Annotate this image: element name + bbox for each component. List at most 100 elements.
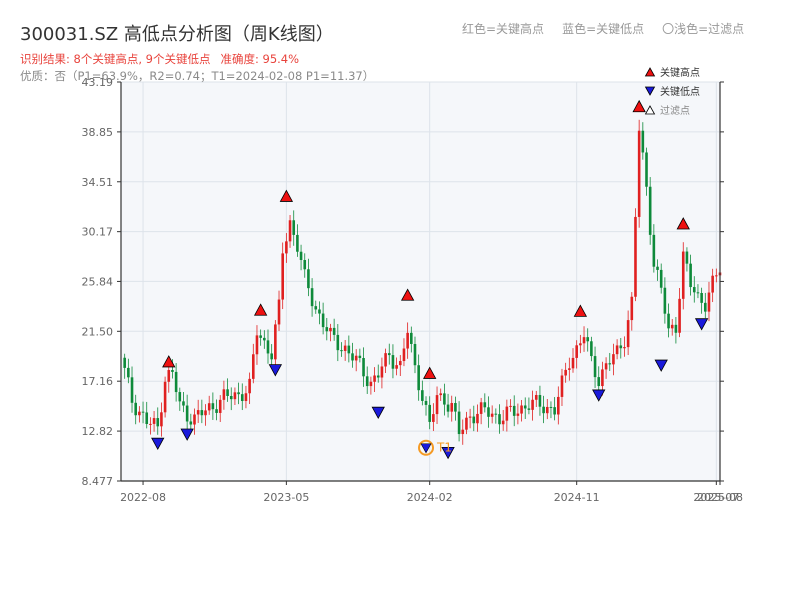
candle-body bbox=[623, 347, 626, 349]
candle-body bbox=[593, 356, 597, 378]
candle-body bbox=[292, 220, 296, 235]
candle-body bbox=[167, 370, 171, 382]
candle-body bbox=[299, 251, 303, 261]
candle-body bbox=[130, 377, 134, 403]
candle-body bbox=[571, 357, 575, 369]
candle-body bbox=[608, 363, 612, 365]
candle-body bbox=[424, 400, 428, 405]
candle-body bbox=[329, 327, 332, 332]
candle-body bbox=[579, 343, 582, 346]
candle-body bbox=[152, 418, 156, 424]
axes: 8.477 12.82 17.16 21.50 25.84 30.17 34.51 38.85… bbox=[82, 76, 743, 504]
candle-body bbox=[670, 324, 674, 329]
y-tick-label: 8.477 bbox=[82, 475, 114, 488]
candle-body bbox=[564, 369, 567, 376]
y-tick-label: 17.16 bbox=[82, 375, 114, 388]
candle-body bbox=[285, 241, 288, 254]
key-low-marker bbox=[371, 406, 385, 420]
candle-body bbox=[468, 416, 472, 418]
candle-body bbox=[406, 332, 409, 349]
key-low-marker bbox=[268, 364, 283, 377]
candle-body bbox=[354, 355, 358, 361]
candle-body bbox=[465, 417, 468, 430]
candle-body bbox=[479, 402, 483, 414]
candle-body bbox=[321, 313, 325, 328]
y-tick-label: 34.51 bbox=[82, 176, 114, 189]
candle-body bbox=[413, 343, 417, 366]
candle-body bbox=[222, 389, 226, 400]
candle-body bbox=[189, 421, 193, 425]
candle-body bbox=[516, 413, 520, 416]
candle-body bbox=[240, 394, 244, 402]
candle-body bbox=[553, 407, 556, 415]
candle-body bbox=[428, 404, 431, 422]
candle-body bbox=[630, 296, 634, 321]
candle-body bbox=[149, 423, 152, 425]
x-tick-label: 2022-08 bbox=[120, 491, 166, 504]
candle-body bbox=[229, 395, 233, 400]
key-high-marker bbox=[423, 366, 437, 379]
candle-body bbox=[373, 375, 376, 382]
candle-body bbox=[505, 406, 509, 421]
candle-body bbox=[648, 186, 652, 235]
x-tick-label: 2024-02 bbox=[407, 491, 453, 504]
key-low-marker bbox=[151, 437, 165, 451]
candle-body bbox=[637, 130, 641, 217]
chart-title: 300031.SZ 高低点分析图（周K线图） bbox=[20, 24, 334, 45]
candle-body bbox=[244, 393, 248, 402]
candle-body bbox=[421, 390, 424, 401]
x-tick-label: 2023-05 bbox=[263, 491, 309, 504]
x-tick-label: 2025-07 bbox=[693, 491, 739, 504]
key-high-marker bbox=[279, 189, 294, 202]
candle-body bbox=[692, 287, 696, 293]
candle-body bbox=[476, 413, 479, 424]
candle-body bbox=[685, 251, 689, 264]
candle-body bbox=[604, 363, 608, 370]
candle-body bbox=[582, 337, 586, 344]
candle-body bbox=[402, 348, 406, 362]
candle-body bbox=[277, 299, 281, 325]
candle-body bbox=[520, 405, 523, 414]
candle-body bbox=[560, 375, 564, 397]
candle-body bbox=[634, 216, 637, 297]
candle-body bbox=[141, 411, 145, 413]
candle-body bbox=[704, 302, 707, 312]
candle-body bbox=[483, 402, 487, 408]
legend-label: 关键低点 bbox=[660, 85, 700, 98]
candle-body bbox=[696, 292, 700, 294]
candle-body bbox=[531, 399, 534, 410]
candle-body bbox=[435, 395, 439, 415]
candle-body bbox=[193, 414, 196, 425]
candle-body bbox=[586, 337, 590, 342]
candle-body bbox=[590, 341, 593, 357]
candle-body bbox=[314, 306, 318, 310]
candle-body bbox=[376, 375, 380, 378]
candle-body bbox=[296, 234, 299, 252]
legend-marker bbox=[644, 86, 656, 96]
y-tick-label: 38.85 bbox=[82, 126, 114, 139]
candle-body bbox=[568, 368, 571, 370]
t1-circle bbox=[418, 439, 435, 456]
candle-body bbox=[545, 406, 549, 414]
candle-body bbox=[450, 403, 454, 412]
candle-body bbox=[656, 266, 659, 270]
candle-body bbox=[490, 413, 494, 417]
candle-body bbox=[237, 392, 240, 395]
candle-body bbox=[601, 369, 604, 387]
candle-body bbox=[340, 350, 343, 352]
candle-body bbox=[534, 395, 538, 400]
candle-body bbox=[509, 405, 512, 407]
key-low-marker bbox=[694, 318, 709, 331]
key-high-marker bbox=[162, 355, 176, 368]
candle-body bbox=[255, 335, 259, 355]
top-legend-red: 红色=关键高点 bbox=[462, 22, 545, 36]
key-low-marker bbox=[180, 428, 194, 441]
y-tick-label: 12.82 bbox=[82, 425, 114, 438]
candle-body bbox=[369, 381, 373, 387]
x-tick-label: 2024-11 bbox=[554, 491, 600, 504]
candle-body bbox=[439, 393, 443, 396]
candle-body bbox=[145, 412, 149, 424]
candle-body bbox=[410, 332, 413, 344]
candle-body bbox=[432, 414, 435, 422]
candle-body bbox=[318, 309, 321, 314]
